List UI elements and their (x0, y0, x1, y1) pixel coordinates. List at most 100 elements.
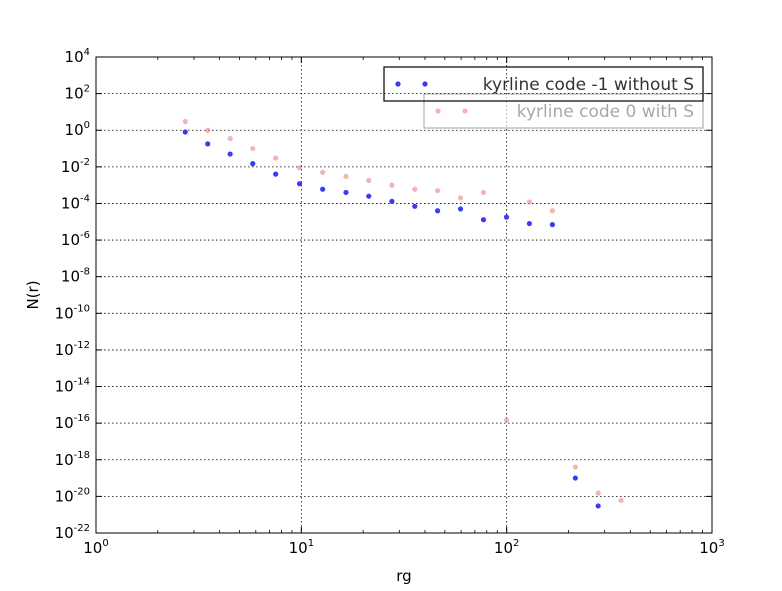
y-tick-label: 10-20 (55, 486, 90, 505)
y-tick-label: 10-22 (55, 523, 90, 542)
series-1-point (182, 129, 188, 135)
series-2-point (182, 118, 188, 125)
y-tick-base: 10 (65, 121, 84, 139)
legend-entry: kyrline code 0 with S (423, 93, 704, 129)
y-tick-exponent: 0 (84, 120, 90, 131)
legend-entry: kyrline code -1 without S (383, 66, 704, 102)
y-tick-exponent: -2 (80, 157, 90, 168)
y-tick-exponent: -8 (80, 267, 90, 278)
series-1-point (205, 141, 211, 147)
series-1-point (595, 503, 601, 509)
series-1-point (526, 220, 532, 227)
series-1-point (343, 189, 349, 196)
grid-lines (96, 57, 712, 533)
legend-box (383, 66, 704, 102)
series-1-point (435, 208, 441, 214)
series-1-point (457, 206, 464, 212)
legend: kyrline code 0 with S kyrline code -1 wit… (383, 66, 704, 129)
y-tick-exponent: -4 (80, 193, 90, 204)
series-2-point (503, 417, 510, 423)
series-2-point (435, 188, 441, 194)
series-1-point (250, 161, 256, 167)
y-tick-base: 10 (55, 378, 74, 396)
y-tick-exponent: -6 (80, 230, 90, 241)
y-tick-label: 102 (65, 84, 90, 103)
series-1-point (227, 151, 233, 157)
x-tick-base: 10 (699, 539, 718, 557)
y-tick-label: 10-16 (55, 413, 90, 432)
y-tick-base: 10 (61, 268, 80, 286)
series-1-point (480, 217, 487, 223)
series-1-point (366, 193, 372, 199)
y-tick-label: 10-10 (55, 303, 90, 322)
series-2-point (595, 490, 601, 496)
y-tick-base: 10 (61, 158, 80, 176)
y-tick-base: 10 (61, 231, 80, 249)
data-points (182, 118, 624, 509)
plot-area-frame (95, 56, 713, 534)
y-tick-exponent: -10 (74, 303, 90, 314)
y-tick-exponent: -20 (74, 486, 90, 497)
y-tick-base: 10 (55, 304, 74, 322)
y-tick-exponent: -14 (74, 377, 90, 388)
series-2-point (366, 177, 372, 184)
y-tick-exponent: -22 (74, 523, 90, 534)
y-axis-label: N(r) (24, 280, 42, 309)
series-2-point (389, 182, 395, 188)
y-tick-label: 10-18 (55, 450, 90, 469)
series-2-point (227, 135, 233, 142)
y-tick-base: 10 (65, 48, 84, 66)
y-tick-base: 10 (55, 341, 74, 359)
x-tick-label: 101 (289, 538, 314, 557)
series-2-point (457, 195, 464, 201)
y-tick-base: 10 (55, 414, 74, 432)
x-tick-base: 10 (494, 539, 513, 557)
x-tick-base: 10 (83, 539, 102, 557)
legend-marker (395, 81, 401, 87)
series-2-point (412, 186, 418, 192)
y-tick-base: 10 (61, 194, 80, 212)
axis-ticks (95, 56, 713, 534)
series-1-point (572, 475, 578, 481)
x-tick-label: 100 (83, 538, 108, 557)
x-tick-exponent: 0 (102, 538, 108, 549)
y-tick-exponent: -18 (74, 450, 90, 461)
series-1-point (389, 198, 395, 204)
legend-marker (422, 81, 428, 87)
y-tick-label: 10-12 (55, 340, 90, 359)
x-tick-label: 103 (699, 538, 724, 557)
y-tick-label: 10-14 (55, 377, 90, 396)
series-2-point (250, 145, 256, 152)
series-1-point (296, 181, 303, 187)
y-tick-exponent: 2 (84, 84, 90, 95)
y-tick-exponent: 4 (84, 47, 90, 58)
series-2-point (526, 199, 532, 205)
y-tick-exponent: -12 (74, 340, 90, 351)
x-tick-label: 102 (494, 538, 519, 557)
y-tick-exponent: -16 (74, 413, 90, 424)
y-tick-label: 10-8 (61, 267, 90, 286)
y-tick-label: 10-4 (61, 193, 90, 212)
series-2-point (618, 497, 624, 504)
series-1-point (320, 186, 326, 192)
series-1-point (549, 222, 556, 228)
x-tick-base: 10 (289, 539, 308, 557)
y-tick-label: 10-6 (61, 230, 90, 249)
series-2-point (572, 464, 578, 470)
y-tick-base: 10 (65, 85, 84, 103)
series-2-point (343, 173, 349, 180)
tick-labels: 100 101 102 10310410210010-210-410-610-810-… (55, 47, 725, 557)
y-tick-label: 10-2 (61, 157, 90, 176)
series-2-point (480, 189, 487, 196)
legend-label: kyrline code -1 without S (483, 75, 694, 95)
x-tick-exponent: 3 (718, 538, 724, 549)
y-tick-label: 100 (65, 120, 90, 139)
series-2-point (296, 165, 303, 171)
legend-marker (462, 108, 468, 114)
series-2-point (549, 208, 556, 214)
legend-box (423, 93, 704, 129)
series-1-point (503, 214, 510, 220)
legend-label: kyrline code 0 with S (517, 102, 694, 122)
y-tick-base: 10 (55, 451, 74, 469)
